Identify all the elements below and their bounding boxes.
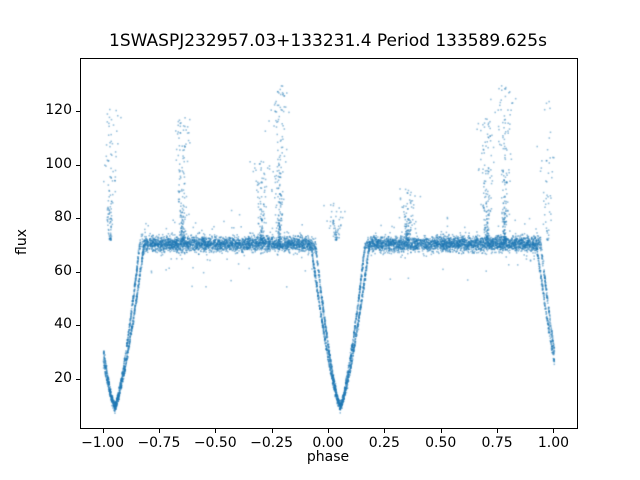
x-axis-label: phase — [306, 449, 350, 465]
y-tick-mark — [76, 271, 80, 273]
y-axis-label: flux — [14, 229, 30, 255]
x-tick-label: −0.50 — [193, 435, 237, 451]
y-tick-mark — [76, 164, 80, 166]
y-tick-mark — [76, 378, 80, 380]
y-tick-label: 20 — [54, 369, 72, 386]
y-tick-label: 80 — [54, 209, 72, 226]
y-tick-mark — [76, 325, 80, 327]
scatter-points-canvas — [81, 59, 577, 428]
y-tick-mark — [76, 111, 80, 113]
x-tick-mark — [102, 429, 104, 433]
x-tick-mark — [328, 429, 329, 433]
x-tick-mark — [215, 429, 217, 433]
x-tick-label: −0.75 — [137, 435, 181, 451]
y-tick-label: 40 — [54, 316, 72, 333]
x-tick-mark — [271, 429, 273, 433]
x-tick-label: 0.75 — [481, 435, 513, 451]
x-tick-mark — [497, 429, 499, 433]
x-tick-mark — [553, 429, 555, 433]
x-tick-label: 0.50 — [425, 435, 457, 451]
y-tick-label: 120 — [45, 102, 72, 119]
y-tick-label: 60 — [54, 262, 72, 279]
x-tick-label: 0.00 — [312, 435, 344, 451]
plot-area — [80, 58, 578, 429]
x-tick-mark — [440, 429, 442, 433]
x-tick-mark — [158, 429, 160, 433]
x-tick-label: −0.25 — [250, 435, 294, 451]
x-tick-mark — [384, 429, 386, 433]
chart-title: 1SWASPJ232957.03+133231.4 Period 133589.… — [109, 31, 547, 51]
x-tick-label: −1.00 — [81, 435, 124, 451]
y-tick-mark — [76, 218, 80, 220]
x-tick-label: 0.25 — [368, 435, 400, 451]
x-tick-label: 1.00 — [537, 435, 570, 451]
y-tick-label: 100 — [45, 155, 72, 172]
